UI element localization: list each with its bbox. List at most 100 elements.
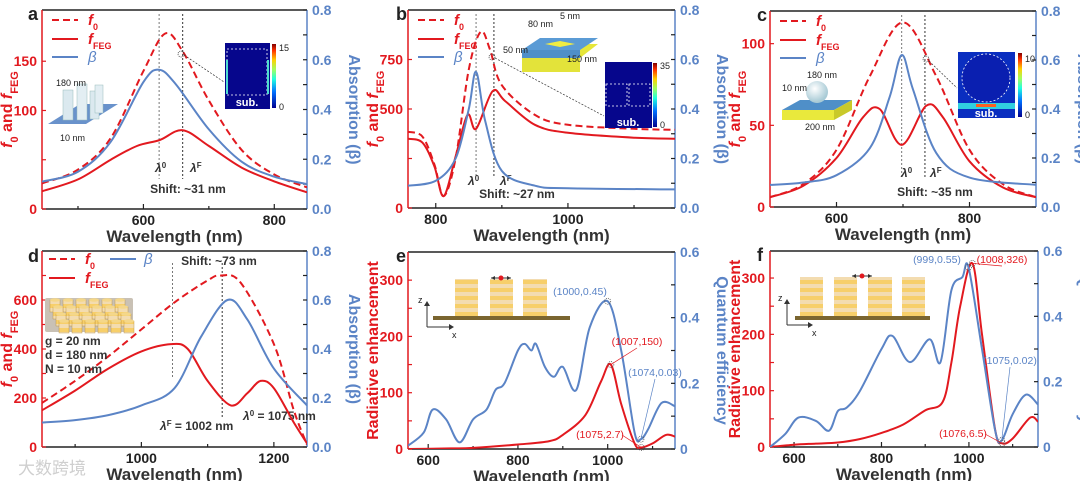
x-tick-label: 1000 bbox=[126, 450, 157, 466]
left-y-axis-title: f0 and fFEG bbox=[0, 71, 21, 148]
legend-label: fFEG bbox=[85, 270, 109, 290]
nanopillar-top bbox=[69, 312, 79, 316]
series-line-0 bbox=[42, 274, 307, 445]
right-y-tick-label: 0.8 bbox=[312, 243, 332, 259]
left-y-tick-label: 600 bbox=[14, 292, 38, 308]
nanopillar-top bbox=[111, 319, 121, 323]
x-tick-label: 800 bbox=[870, 450, 894, 466]
y-title-part: FEG bbox=[375, 71, 387, 94]
colorbar-min: 0 bbox=[279, 102, 284, 112]
panel-letter: d bbox=[28, 246, 39, 266]
inset-a-field-map: sub. 15 0 bbox=[177, 43, 289, 112]
chart-panel-b: 800 1000 0 500 750 0.0 0.2 0.4 0.6 0.8 Wavelength … bbox=[365, 2, 730, 245]
x-axis-title: Wavelength (nm) bbox=[106, 227, 242, 246]
left-y-tick-label: 200 bbox=[14, 390, 38, 406]
x-tick-label: 800 bbox=[506, 452, 530, 468]
series-group bbox=[408, 30, 675, 198]
series-group bbox=[408, 299, 675, 449]
right-y-axis-title: Absorption (β) bbox=[713, 54, 730, 164]
nanopillar-top bbox=[85, 319, 95, 323]
inset-c-structure: 180 nm 10 nm 200 nm bbox=[782, 70, 852, 132]
nanopillar-top bbox=[59, 319, 69, 323]
shift-annotation: Shift: ~31 nm bbox=[150, 182, 226, 196]
inset-c-substrate-label: sub. bbox=[975, 108, 998, 120]
inset-f-schematic: z x bbox=[778, 273, 930, 338]
colorbar-max: 35 bbox=[660, 61, 670, 71]
series-line-radiative-enhancement bbox=[770, 262, 1038, 447]
inset-b-field-map: sub. 35 0 bbox=[488, 53, 670, 130]
nanopillar-top bbox=[76, 298, 86, 302]
nanopillar-top bbox=[89, 298, 99, 302]
panel-letter: c bbox=[757, 5, 767, 25]
axis-x-label: x bbox=[452, 330, 457, 340]
right-y-tick-label: 0.2 bbox=[1043, 374, 1063, 390]
inset-b-length: 80 nm bbox=[528, 19, 553, 29]
series-group bbox=[42, 31, 307, 194]
y-title-part: FEG bbox=[9, 311, 21, 334]
y-title-part: FEG bbox=[9, 71, 21, 94]
nanopillar-top bbox=[105, 305, 115, 309]
right-y-tick-label: 0.2 bbox=[312, 390, 332, 406]
right-y-tick-label: 0.8 bbox=[680, 2, 700, 18]
chart-panel-d: 1000 1200 0 200 400 600 0.0 0.2 0.4 0.6 0.8 Wavelen… bbox=[0, 243, 362, 481]
x-tick-label: 1000 bbox=[592, 452, 623, 468]
left-y-axis-title: Radiative enhancement bbox=[365, 260, 382, 439]
inset-c-thickness: 200 nm bbox=[805, 122, 835, 132]
left-y-tick-label: 150 bbox=[14, 53, 38, 69]
right-y-tick-label: 0.2 bbox=[680, 375, 700, 391]
series-line-β bbox=[42, 68, 307, 186]
right-y-tick-label: 0 bbox=[680, 441, 688, 457]
right-y-tick-label: 0.4 bbox=[680, 310, 700, 326]
shift-annotation: Shift: ~27 nm bbox=[479, 187, 555, 201]
point-annotation: (1007,150) bbox=[612, 336, 663, 348]
series-group bbox=[42, 274, 307, 445]
y-title-part: FEG bbox=[737, 71, 749, 94]
peak-marker bbox=[998, 439, 1006, 447]
legend-label: β bbox=[453, 49, 463, 66]
legend-label: fFEG bbox=[454, 31, 478, 51]
left-y-tick-label: 0 bbox=[29, 439, 37, 455]
colorbar bbox=[1018, 53, 1022, 117]
right-y-tick-label: 0.4 bbox=[680, 101, 700, 117]
colorbar-min: 0 bbox=[1025, 110, 1030, 120]
legend-label: fFEG bbox=[816, 32, 840, 52]
resonance-label: λF = 1002 nm bbox=[159, 419, 233, 434]
series-line-β bbox=[770, 54, 1036, 186]
nanopillar-top bbox=[66, 305, 76, 309]
x-tick-label: 800 bbox=[958, 210, 982, 226]
point-annotation: (1008,326) bbox=[977, 254, 1028, 266]
x-axis-title: Wavelength (nm) bbox=[473, 467, 609, 481]
nanopillar-top bbox=[95, 312, 105, 316]
y-title-part: f bbox=[0, 92, 16, 99]
x-tick-label: 600 bbox=[825, 210, 849, 226]
peak-marker bbox=[607, 361, 615, 368]
annotation-leader bbox=[640, 378, 656, 440]
x-axis-title: Wavelength (nm) bbox=[835, 225, 971, 244]
right-y-tick-label: 0.0 bbox=[312, 201, 332, 217]
x-axis-title: Wavelength (nm) bbox=[473, 226, 609, 245]
left-y-tick-label: 100 bbox=[742, 383, 766, 399]
left-y-tick-label: 100 bbox=[742, 36, 766, 52]
point-annotation: (1075,2.7) bbox=[576, 429, 624, 441]
y-title-part: and bbox=[365, 99, 382, 136]
right-y-tick-label: 0.6 bbox=[680, 244, 700, 260]
nanopillar-top bbox=[121, 312, 131, 316]
y-title-part: f bbox=[0, 332, 16, 339]
colorbar bbox=[272, 44, 276, 108]
right-y-tick-label: 0.6 bbox=[1041, 52, 1061, 68]
annotation-leader bbox=[1001, 366, 1011, 441]
y-title-part: f bbox=[0, 380, 16, 387]
y-title-part: Radiative enhancement bbox=[727, 259, 744, 438]
legend-label: β bbox=[815, 50, 825, 67]
right-y-axis-title: Quantum efficiency bbox=[713, 276, 730, 425]
inset-a-structure: 180 nm 10 nm bbox=[48, 78, 118, 143]
chart-panel-f: 600 800 1000 0 100 200 300 0 0.2 0.4 0.6 Wavelength… bbox=[727, 243, 1080, 481]
inset-a-diameter: 180 nm bbox=[56, 78, 86, 88]
point-annotation: (1000,0.45) bbox=[553, 286, 607, 298]
right-y-axis-title: Absorption (β) bbox=[1074, 54, 1080, 164]
inset-d-param: d = 180 nm bbox=[45, 348, 107, 362]
right-y-tick-label: 0.2 bbox=[312, 151, 332, 167]
left-y-tick-label: 300 bbox=[380, 272, 404, 288]
legend-label: f0 bbox=[88, 12, 98, 32]
